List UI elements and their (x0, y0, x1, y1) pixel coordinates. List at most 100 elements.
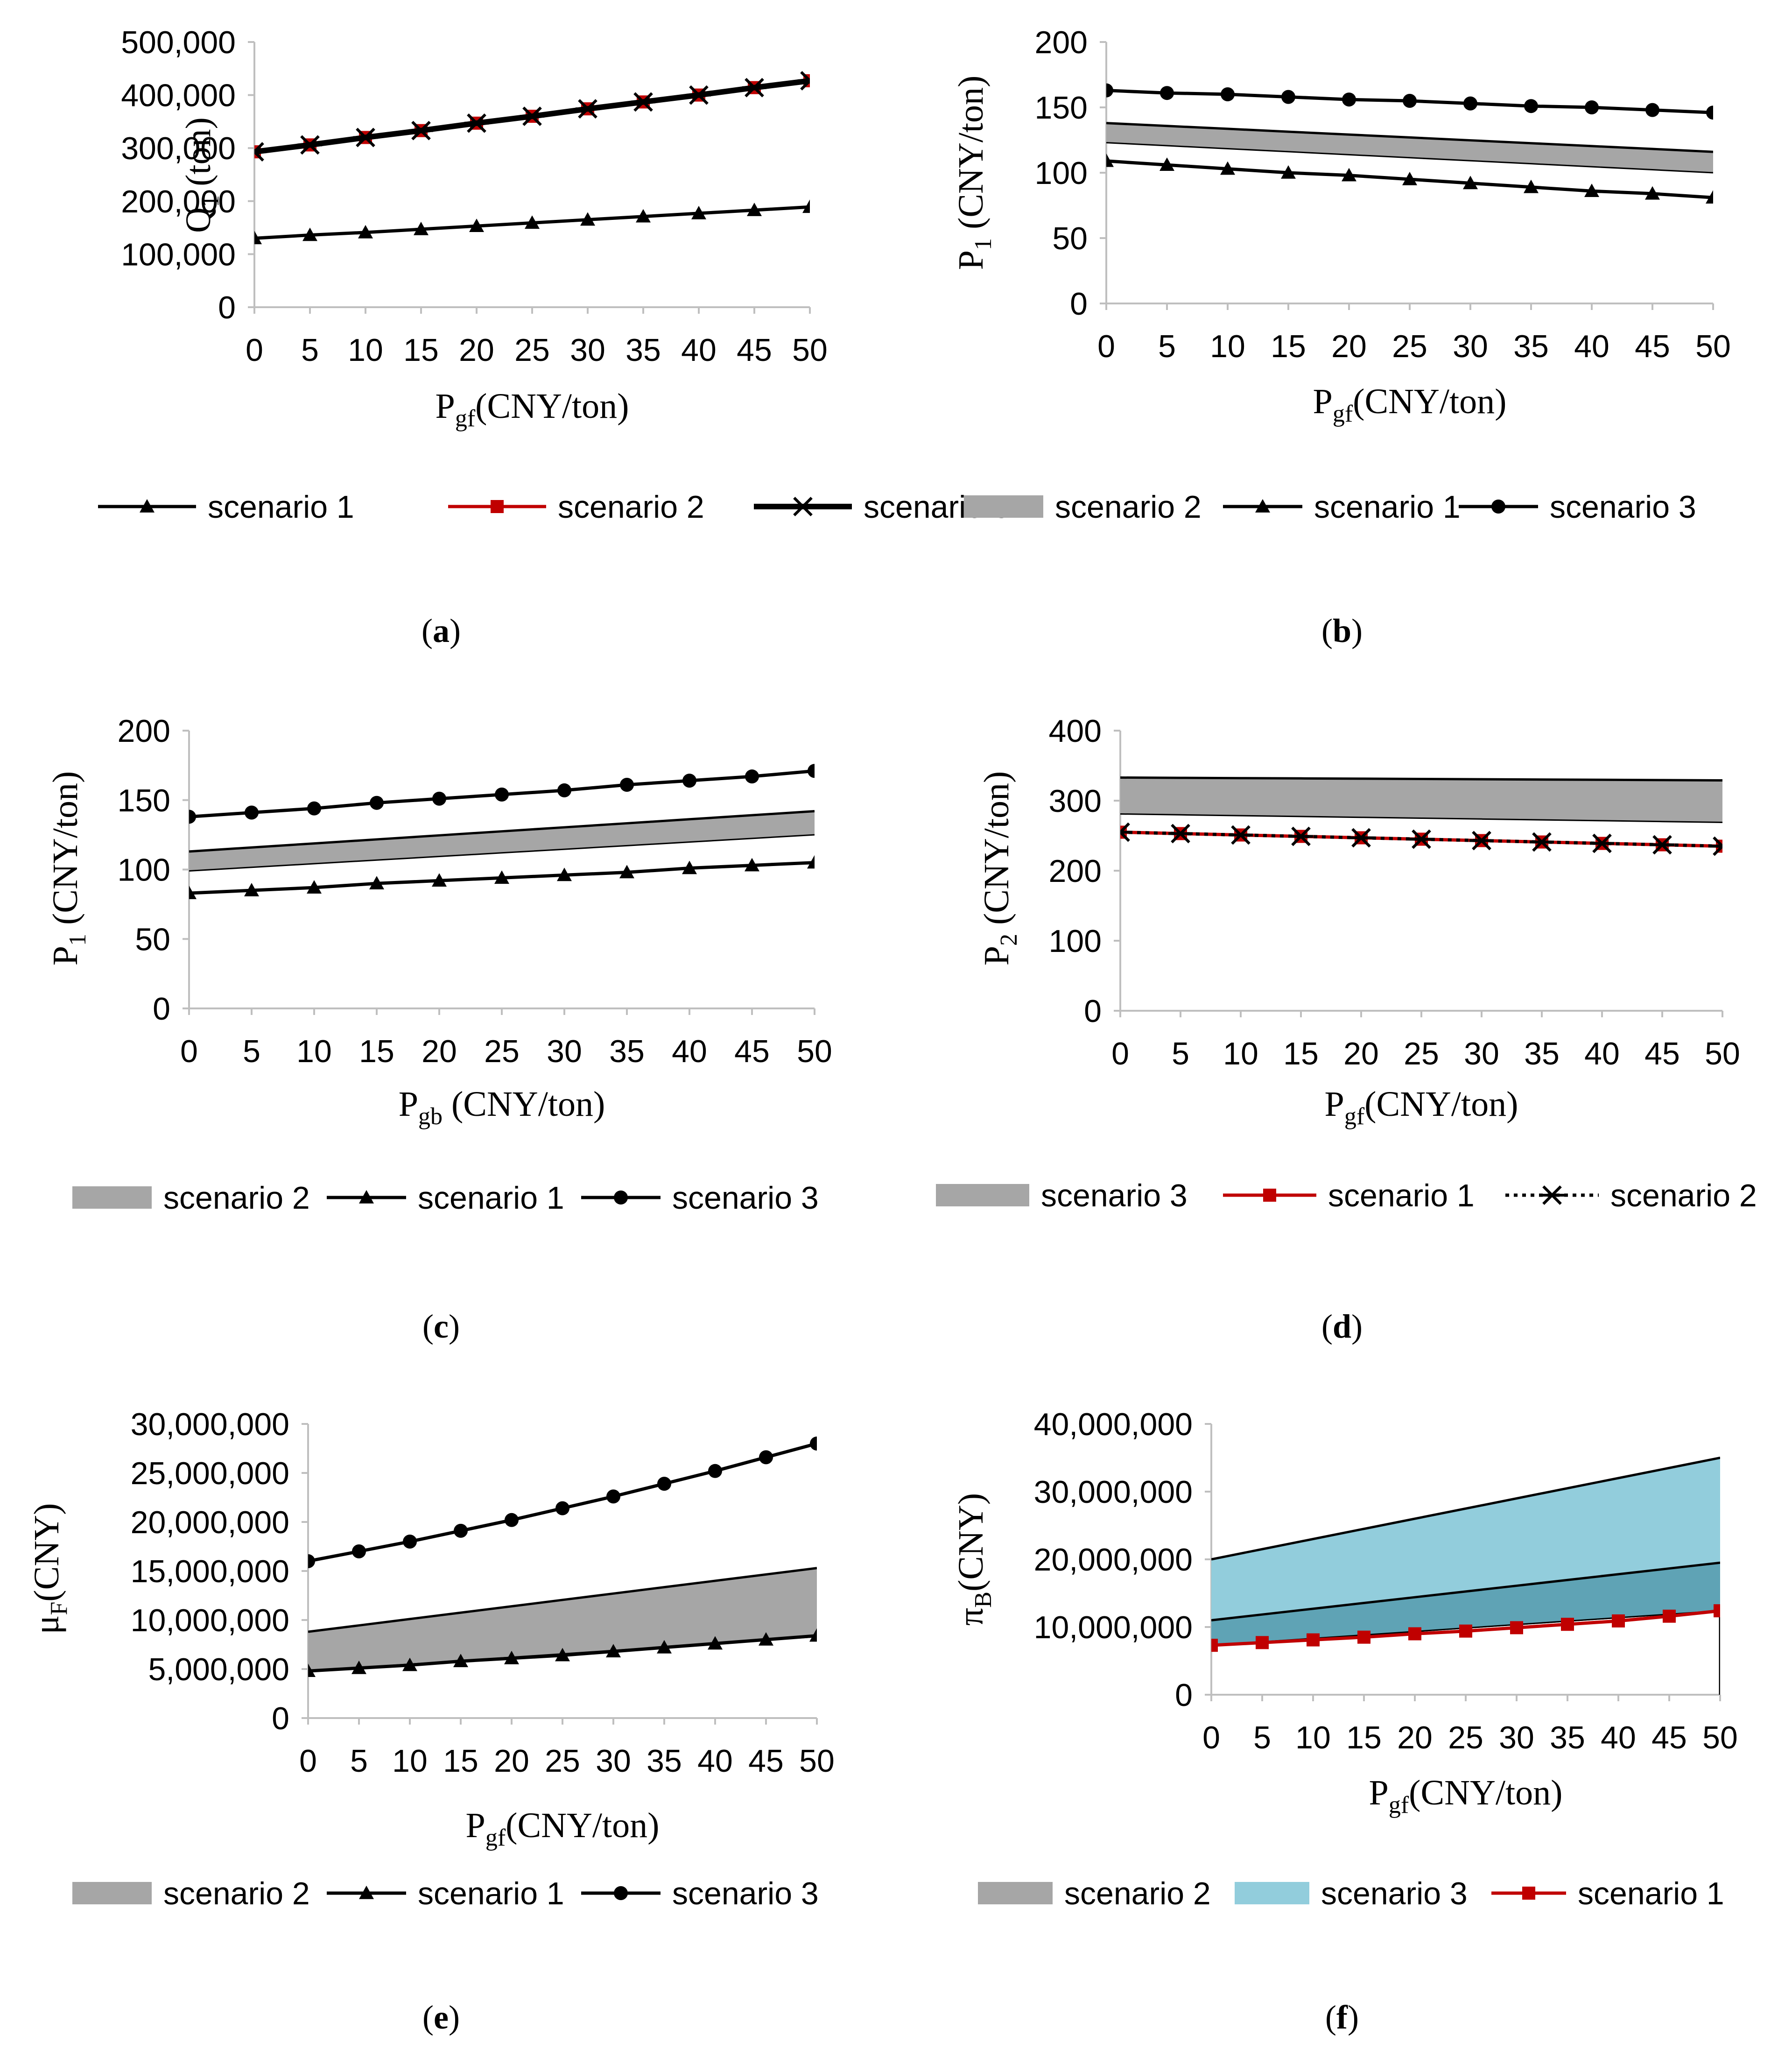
x-tick-label: 25 (1404, 1036, 1439, 1071)
chart-panel-c: 0 50 100 150 200 0 5 10 15 20 25 30 35 40 45 50 Pgb (CNY… (46, 713, 832, 1345)
chart-panel-a: 0 100,000 200,000 300,000 400,000 500,000 0 5 10… (98, 25, 1010, 649)
data-point (1342, 168, 1356, 182)
y-axis-label: P1 (CNY/ton) (46, 771, 91, 966)
data-point (809, 1628, 817, 1642)
y-axis-label: P2 (CNY/ton) (977, 771, 1022, 966)
x-tick-label: 50 (1695, 329, 1731, 364)
data-point (189, 886, 197, 899)
data-point (1645, 103, 1659, 117)
data-point (370, 796, 384, 810)
x-tick-label: 45 (1635, 329, 1670, 364)
data-point (1706, 190, 1713, 204)
band-upper-edge (1120, 776, 1722, 782)
x-tick-label: 10 (1210, 329, 1245, 364)
series-scenario-3 (308, 1437, 817, 1568)
x-axis-label: Pgf(CNY/ton) (436, 387, 629, 432)
data-point (1349, 828, 1373, 848)
x-tick-label: 15 (1283, 1036, 1319, 1071)
x-tick-label: 5 (301, 332, 319, 368)
data-point (1281, 90, 1295, 104)
y-tick-label: 400,000 (121, 78, 236, 113)
data-point (414, 222, 429, 235)
y-tick-label: 400 (1049, 713, 1102, 749)
x-tick-label: 25 (545, 1743, 580, 1779)
data-point (453, 1654, 468, 1667)
data-point (494, 870, 509, 884)
data-point (308, 1554, 315, 1568)
x-tick-label: 35 (1550, 1720, 1585, 1755)
data-point (636, 209, 651, 223)
x-tick-label: 10 (1295, 1720, 1331, 1755)
legend-label: scenario 3 (1041, 1178, 1188, 1213)
data-point (682, 860, 697, 874)
plot-area (1211, 1457, 1720, 1695)
legend-marker (1522, 1887, 1535, 1900)
y-tick-label: 40,000,000 (1034, 1407, 1193, 1442)
data-point (807, 855, 815, 869)
series-scenario-2 (189, 810, 815, 872)
data-point (1469, 831, 1494, 851)
data-point (432, 873, 447, 887)
data-point (302, 227, 317, 241)
x-tick-label: 5 (243, 1034, 260, 1069)
x-tick-label: 0 (1111, 1036, 1129, 1071)
data-point (1510, 1621, 1523, 1634)
legend-label: scenario 2 (163, 1876, 310, 1911)
plot-area (308, 1437, 817, 1677)
legend: scenario 2 scenario 3 scenario 1 (978, 1876, 1724, 1911)
y-tick-label: 0 (1070, 286, 1088, 322)
legend-marker (359, 1886, 374, 1899)
data-point (1403, 94, 1417, 108)
data-point (687, 85, 711, 105)
legend-label: scenario 2 (1055, 489, 1202, 525)
y-tick-label: 0 (1084, 993, 1102, 1029)
x-tick-label: 50 (1705, 1036, 1740, 1071)
data-point (307, 880, 322, 894)
y-tick-label: 30,000,000 (131, 1407, 289, 1442)
legend-swatch (72, 1882, 152, 1904)
data-point (1160, 157, 1174, 171)
data-point (469, 218, 484, 232)
data-point (759, 1450, 773, 1465)
data-point (1402, 172, 1417, 185)
x-tick-label: 15 (443, 1743, 478, 1779)
data-point (682, 774, 696, 788)
y-tick-label: 25,000,000 (131, 1456, 289, 1491)
series-scenario-3 (1106, 83, 1713, 120)
x-axis-label: Pgf(CNY/ton) (1325, 1085, 1518, 1130)
chart-panel-e: 0 5,000,000 10,000,000 15,000,000 20,000,000… (27, 1407, 835, 2036)
y-tick-label: 300,000 (121, 131, 236, 166)
x-tick-label: 50 (792, 332, 828, 368)
y-tick-label: 20,000,000 (131, 1505, 289, 1540)
series-scenario-3 (254, 71, 810, 162)
legend-item: scenario 1 (327, 1180, 564, 1216)
data-point (525, 215, 540, 229)
data-point (1585, 100, 1599, 114)
data-point (1160, 86, 1174, 100)
data-point (1524, 179, 1539, 193)
x-tick-label: 20 (459, 332, 494, 368)
data-point (245, 805, 259, 820)
data-point (1409, 829, 1434, 849)
data-point (1281, 165, 1296, 179)
legend-item: scenario 3 (936, 1178, 1188, 1213)
data-point (620, 778, 634, 792)
data-point (308, 1663, 316, 1677)
panel-caption: (f) (1325, 1999, 1359, 2036)
data-point (358, 225, 373, 239)
x-tick-label: 40 (1574, 329, 1609, 364)
data-point (520, 106, 544, 126)
band-upper-edge (1211, 1457, 1720, 1561)
y-tick-label: 0 (153, 991, 170, 1027)
y-axis-label: P1 (CNY/ton) (951, 76, 997, 270)
legend-marker (491, 500, 504, 513)
panel-caption: (a) (422, 612, 461, 649)
x-tick-label: 0 (1202, 1720, 1220, 1755)
y-tick-label: 0 (218, 290, 236, 325)
data-point (244, 883, 259, 896)
legend-item: scenario 1 (1223, 1178, 1475, 1213)
data-point (606, 1644, 621, 1657)
x-tick-label: 35 (1524, 1036, 1560, 1071)
legend-item: scenario 1 (1491, 1876, 1724, 1911)
data-point (1307, 1633, 1320, 1647)
